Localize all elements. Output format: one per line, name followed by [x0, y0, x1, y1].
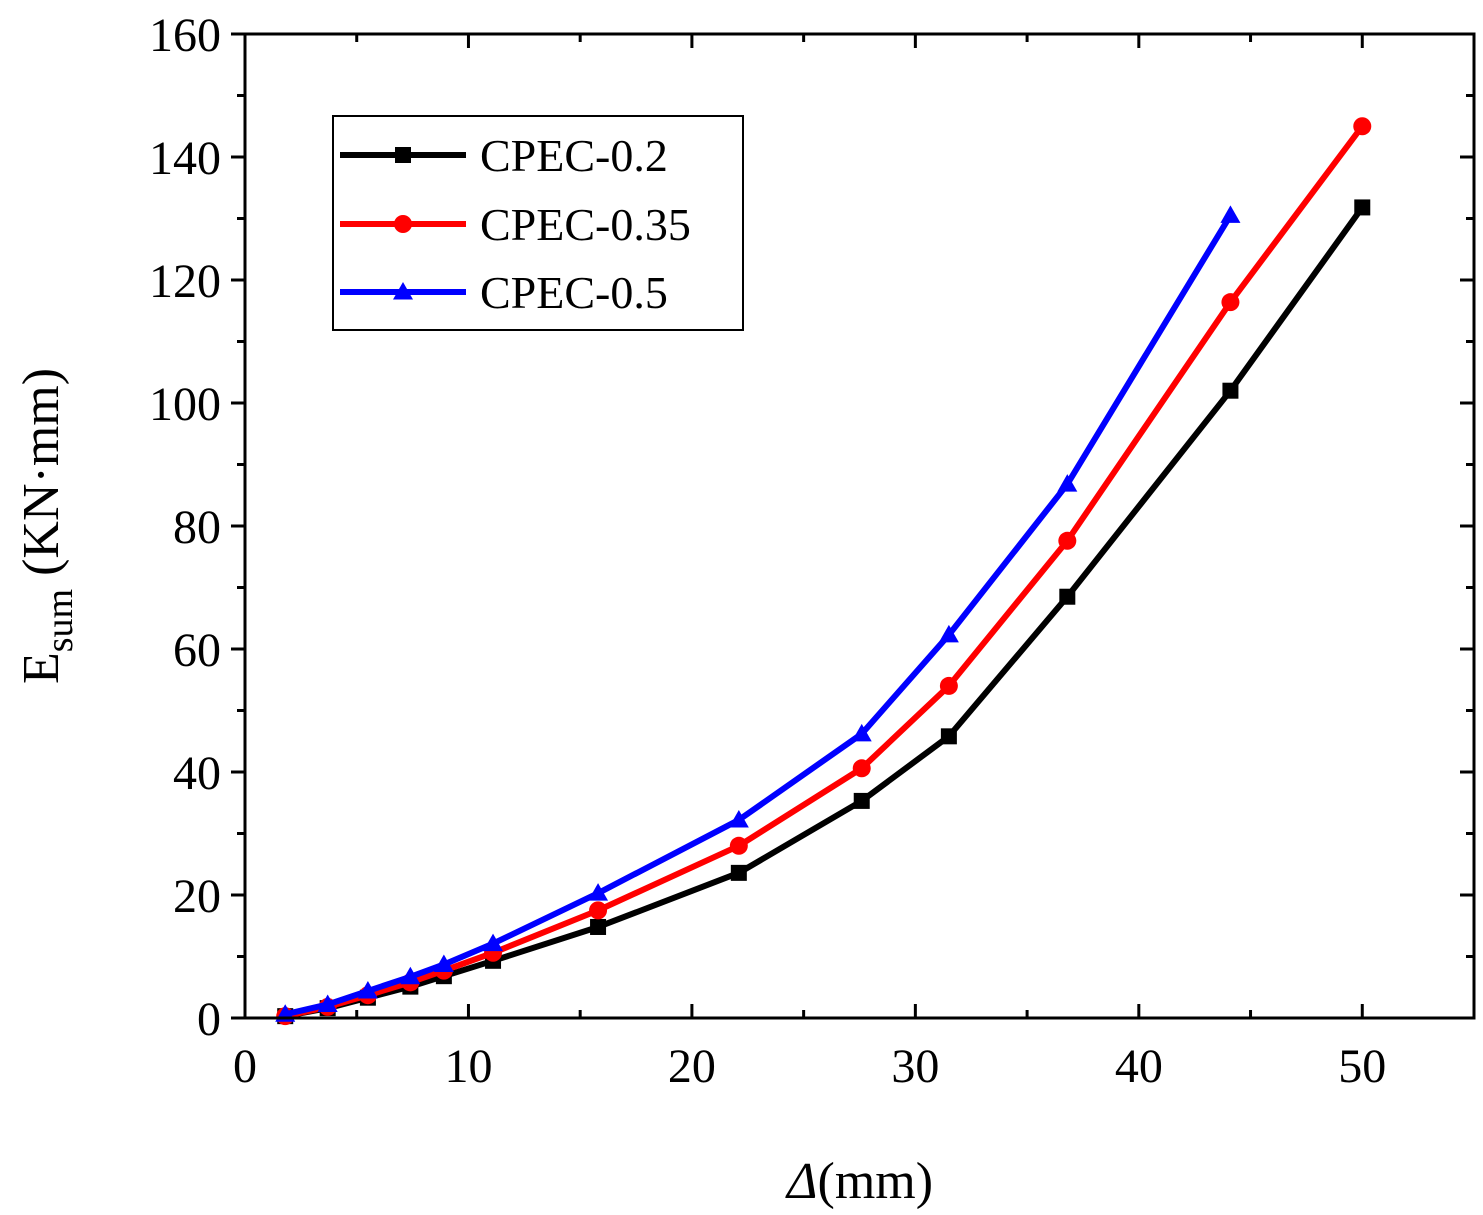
y-axis-subscript: sum [39, 589, 81, 652]
y-tick-label: 100 [149, 378, 221, 431]
y-axis-title: Esum (KN·mm) [13, 368, 81, 684]
legend-marker [393, 282, 413, 300]
data-point [589, 901, 608, 920]
data-point [483, 933, 504, 952]
data-point [853, 792, 870, 809]
data-point [728, 809, 749, 828]
x-tick-label: 10 [444, 1040, 492, 1093]
y-tick-label: 0 [197, 993, 221, 1046]
x-axis-unit: (mm) [818, 1153, 934, 1210]
series-CPEC-0.5 [275, 205, 1241, 1022]
x-tick-label: 50 [1338, 1040, 1386, 1093]
data-point [1058, 531, 1077, 550]
data-point [590, 918, 607, 935]
data-point [730, 864, 747, 881]
data-point [940, 728, 957, 745]
legend-marker [395, 147, 411, 163]
y-axis-symbol: E [13, 652, 70, 684]
data-point [400, 966, 421, 985]
data-point [1222, 382, 1239, 399]
legend-label: CPEC-0.5 [480, 267, 668, 318]
data-point [938, 624, 959, 643]
data-point [1353, 117, 1372, 136]
x-axis-symbol: Δ [785, 1153, 818, 1210]
x-tick-label: 40 [1115, 1040, 1163, 1093]
x-tick-label: 20 [668, 1040, 716, 1093]
y-tick-label: 40 [173, 747, 221, 800]
legend-label: CPEC-0.35 [480, 199, 691, 250]
data-point [588, 883, 609, 901]
y-tick-label: 20 [173, 870, 221, 923]
data-point [1221, 293, 1240, 312]
data-point [729, 836, 748, 855]
axes-group: 0 10 20 30 40 50 0 20 40 60 80 100 120 140 160 [149, 9, 1474, 1093]
data-point [433, 954, 454, 972]
data-point [1057, 474, 1078, 492]
x-tick-label: 30 [891, 1040, 939, 1093]
y-tick-label: 120 [149, 255, 221, 308]
legend: CPEC-0.2 CPEC-0.35 CPEC-0.5 [332, 115, 744, 331]
legend-label: CPEC-0.2 [480, 130, 668, 181]
data-point [317, 994, 338, 1012]
data-point [939, 676, 958, 695]
data-point [1059, 588, 1076, 605]
y-axis-unit: (KN·mm) [13, 368, 70, 589]
legend-marker [394, 215, 412, 233]
data-point [1220, 205, 1241, 223]
plot-series-group [275, 117, 1372, 1026]
x-axis-title: Δ(mm) [785, 1153, 933, 1210]
y-tick-label: 140 [149, 132, 221, 185]
x-tick-label: 0 [233, 1040, 257, 1093]
data-point [851, 723, 872, 742]
y-tick-label: 160 [149, 9, 221, 62]
data-point [852, 759, 871, 778]
data-point [1354, 199, 1371, 216]
y-tick-label: 80 [173, 501, 221, 554]
y-tick-label: 60 [173, 624, 221, 677]
data-point [357, 980, 378, 999]
